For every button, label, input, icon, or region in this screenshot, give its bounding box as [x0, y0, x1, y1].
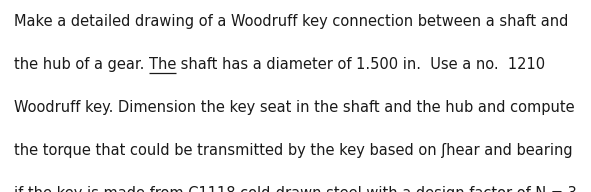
Text: if the key is made from C1118 cold-drawn steel with a design factor of N = 3.: if the key is made from C1118 cold-drawn… [14, 186, 582, 192]
Text: The: The [149, 57, 176, 72]
Text: the torque that could be transmitted by the key based on ʃhear and bearing: the torque that could be transmitted by … [14, 143, 573, 158]
Text: Make a detailed drawing of a Woodruff key connection between a shaft and: Make a detailed drawing of a Woodruff ke… [14, 14, 569, 29]
Text: Woodruff key. Dimension the key seat in the shaft and the hub and compute: Woodruff key. Dimension the key seat in … [14, 100, 574, 115]
Text: the hub of a gear.: the hub of a gear. [14, 57, 149, 72]
Text: shaft has a diameter of 1.500 in.  Use a no.  1210: shaft has a diameter of 1.500 in. Use a … [176, 57, 545, 72]
